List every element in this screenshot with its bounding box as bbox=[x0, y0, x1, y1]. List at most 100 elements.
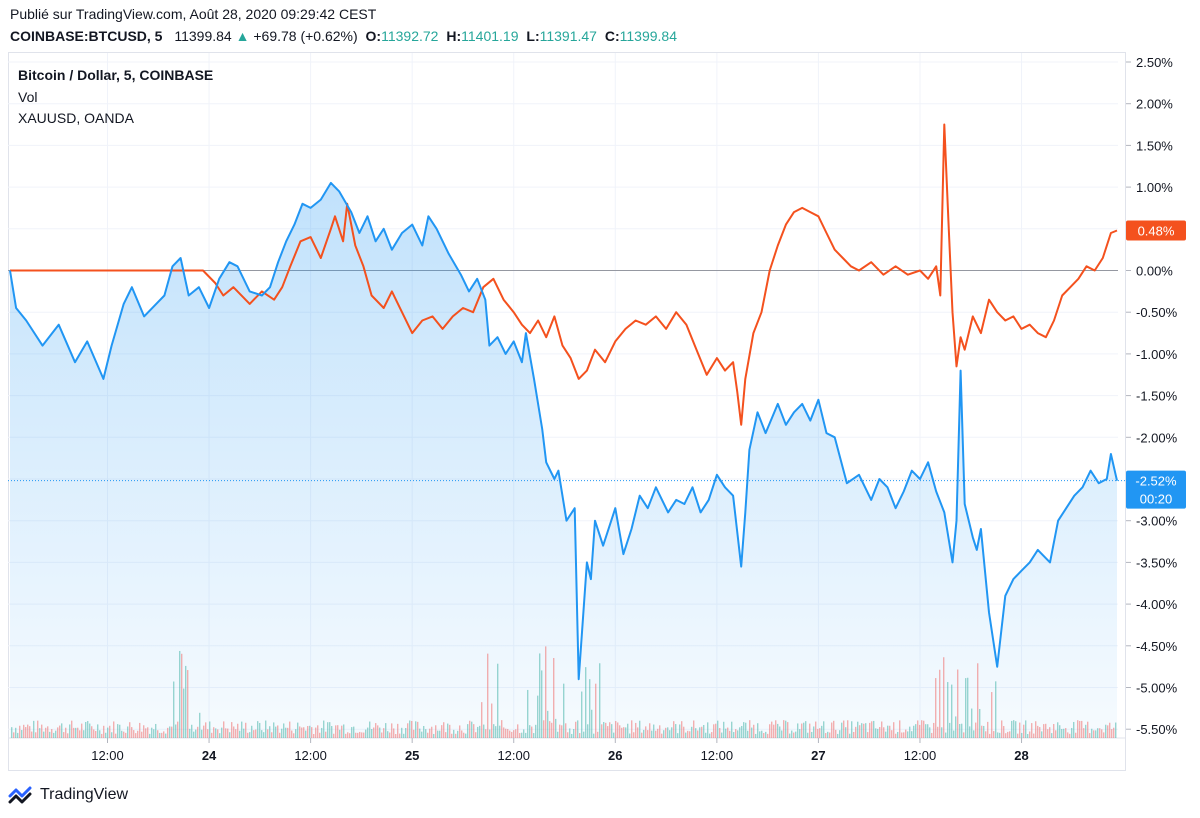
y-tick-label-6: -0.50% bbox=[1136, 305, 1178, 320]
volume-bar bbox=[705, 732, 707, 738]
volume-bar bbox=[73, 727, 75, 738]
volume-bar bbox=[201, 729, 203, 738]
volume-bar bbox=[887, 725, 889, 738]
volume-bar bbox=[471, 721, 473, 738]
volume-bar bbox=[309, 725, 311, 738]
y-tick-label-14: -4.50% bbox=[1136, 639, 1178, 654]
volume-bar bbox=[93, 729, 95, 738]
volume-bar bbox=[873, 720, 875, 738]
volume-bar bbox=[129, 722, 131, 738]
volume-bar bbox=[503, 727, 505, 738]
volume-bar bbox=[1063, 728, 1065, 738]
volume-bar bbox=[273, 722, 275, 738]
volume-bar bbox=[977, 663, 979, 738]
volume-bar bbox=[171, 726, 173, 738]
volume-bar bbox=[321, 727, 323, 738]
volume-bar bbox=[1019, 722, 1021, 738]
legend-main[interactable]: Bitcoin / Dollar, 5, COINBASE bbox=[18, 67, 214, 83]
volume-bar bbox=[699, 727, 701, 738]
volume-bar bbox=[1111, 729, 1113, 738]
volume-bar bbox=[523, 729, 525, 738]
volume-bar bbox=[635, 722, 637, 738]
volume-bar bbox=[765, 731, 767, 738]
volume-bar bbox=[177, 721, 179, 738]
volume-bar bbox=[99, 730, 101, 738]
volume-bar bbox=[97, 724, 99, 738]
volume-bar bbox=[579, 733, 581, 738]
volume-bar bbox=[1071, 727, 1073, 738]
volume-bar bbox=[989, 733, 991, 738]
volume-bar bbox=[127, 726, 129, 738]
volume-bar bbox=[773, 724, 775, 738]
volume-bar bbox=[461, 730, 463, 738]
volume-bar bbox=[883, 727, 885, 738]
volume-bar bbox=[931, 732, 933, 738]
volume-bar bbox=[769, 724, 771, 738]
volume-bar bbox=[393, 728, 395, 738]
volume-bar bbox=[369, 721, 371, 738]
volume-bar bbox=[19, 725, 21, 738]
legend-compare[interactable]: XAUUSD, OANDA bbox=[18, 110, 134, 126]
volume-bar bbox=[141, 731, 143, 738]
volume-bar bbox=[123, 731, 125, 738]
tradingview-footer[interactable]: TradingView bbox=[8, 786, 128, 804]
volume-bar bbox=[21, 730, 23, 738]
volume-bar bbox=[801, 723, 803, 738]
volume-bar bbox=[279, 732, 281, 738]
volume-bar bbox=[573, 729, 575, 738]
chart-frame[interactable] bbox=[8, 52, 1126, 771]
close-label: C: bbox=[604, 28, 620, 44]
volume-bar bbox=[1065, 728, 1067, 738]
volume-bar bbox=[489, 729, 491, 738]
volume-bar bbox=[399, 733, 401, 738]
volume-bar bbox=[293, 733, 295, 738]
volume-bar bbox=[633, 732, 635, 738]
volume-bar bbox=[627, 723, 629, 738]
volume-bar bbox=[13, 732, 15, 738]
volume-bar bbox=[415, 721, 417, 738]
volume-bar bbox=[787, 722, 789, 738]
volume-bar bbox=[527, 689, 529, 738]
volume-bar bbox=[151, 727, 153, 738]
volume-bar bbox=[47, 726, 49, 738]
volume-bar bbox=[187, 670, 189, 738]
volume-bar bbox=[263, 732, 265, 738]
volume-bar bbox=[385, 723, 387, 738]
volume-bar bbox=[301, 727, 303, 738]
volume-bar bbox=[701, 726, 703, 738]
volume-bar bbox=[213, 727, 215, 738]
volume-bar bbox=[419, 728, 421, 738]
volume-bar bbox=[637, 727, 639, 738]
volume-bar bbox=[265, 720, 267, 738]
volume-bar bbox=[529, 725, 531, 738]
volume-bar bbox=[1005, 733, 1007, 738]
volume-bar bbox=[257, 721, 259, 738]
volume-bar bbox=[853, 731, 855, 738]
volume-bar bbox=[285, 727, 287, 738]
volume-bar bbox=[715, 723, 717, 738]
volume-bar bbox=[703, 724, 705, 738]
legend-volume[interactable]: Vol bbox=[18, 89, 38, 105]
volume-bar bbox=[117, 724, 119, 738]
volume-bar bbox=[367, 727, 369, 738]
volume-bar bbox=[1081, 720, 1083, 738]
volume-bar bbox=[805, 721, 807, 738]
volume-bar bbox=[57, 727, 59, 738]
volume-bar bbox=[269, 726, 271, 738]
volume-bar bbox=[55, 730, 57, 738]
volume-bar bbox=[847, 720, 849, 738]
volume-bar bbox=[759, 731, 761, 738]
volume-bar bbox=[429, 728, 431, 738]
volume-bar bbox=[457, 730, 459, 738]
volume-bar bbox=[377, 725, 379, 738]
volume-bar bbox=[25, 727, 27, 738]
volume-bar bbox=[735, 729, 737, 738]
volume-bar bbox=[115, 733, 117, 738]
volume-bar bbox=[425, 729, 427, 738]
volume-bar bbox=[343, 724, 345, 738]
volume-bar bbox=[295, 729, 297, 738]
volume-bar bbox=[565, 723, 567, 738]
volume-bar bbox=[109, 725, 111, 738]
volume-bar bbox=[465, 733, 467, 738]
